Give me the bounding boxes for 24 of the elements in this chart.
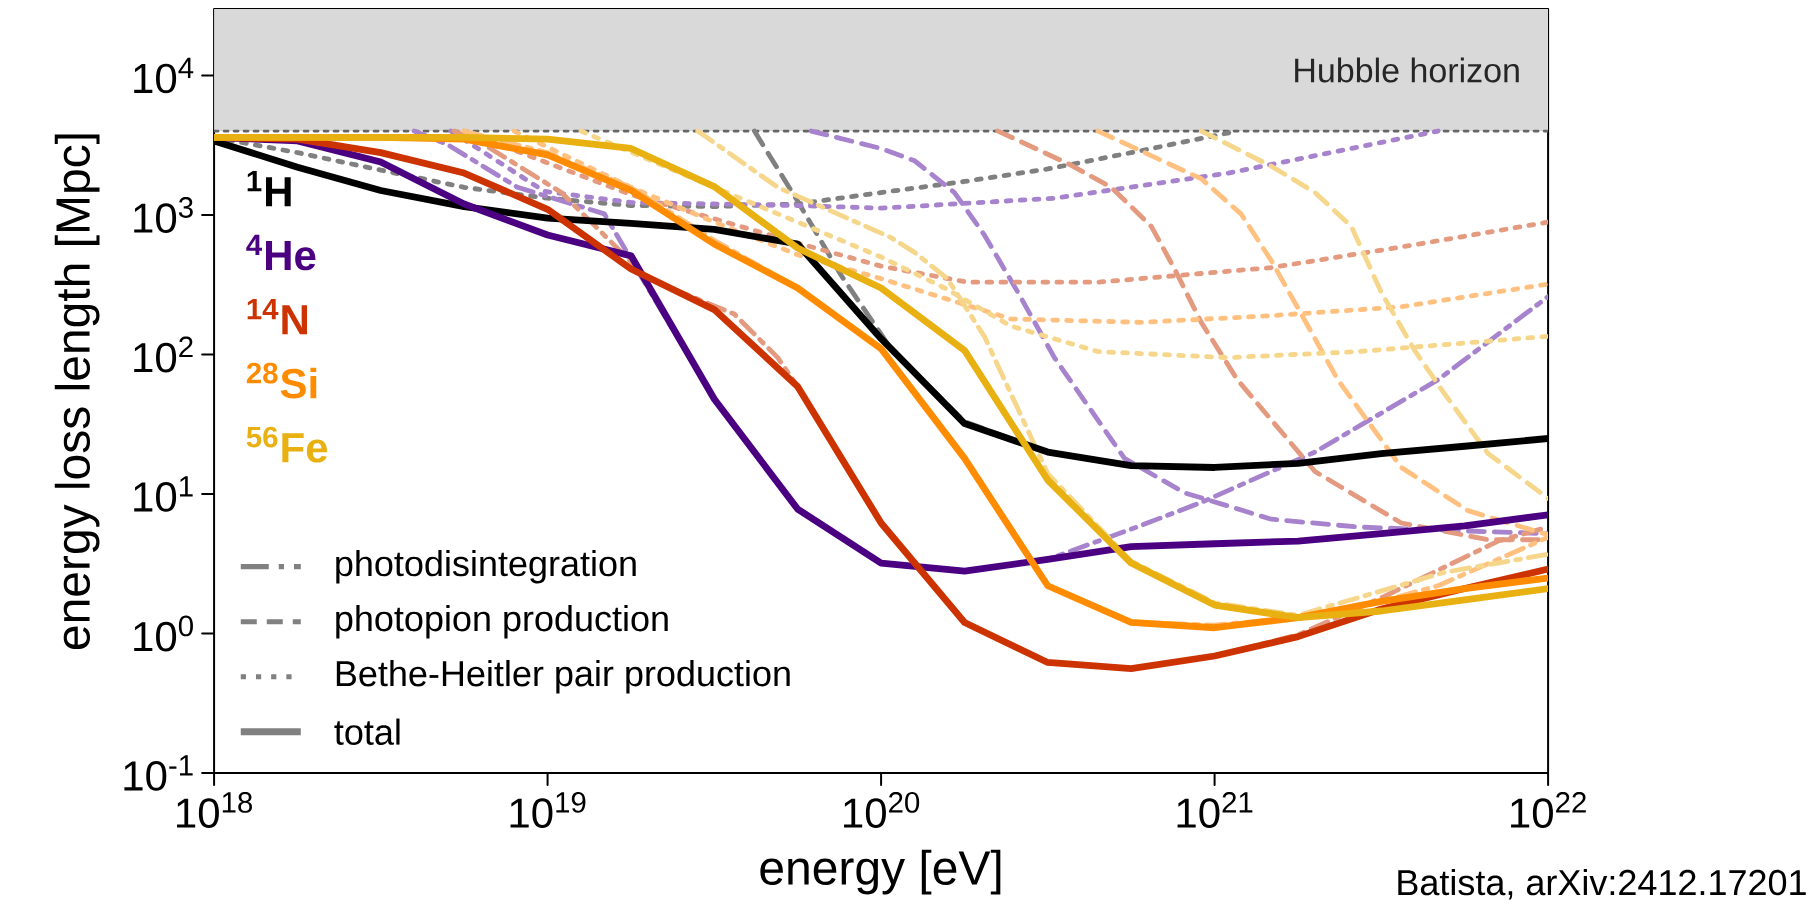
text: $^{14}$N: [247, 298, 308, 335]
y-tick-label: 10$^{2}$: [134, 336, 193, 373]
x-tick-label: 10$^{22}$: [1511, 792, 1586, 828]
annotation: total: [334, 718, 400, 745]
annotation: photopion production: [336, 604, 668, 639]
y-tick-label: 10$^{1}$: [134, 476, 193, 512]
text: $^{4}$He: [246, 234, 316, 271]
x-tick-label: 10$^{19}$: [510, 792, 586, 828]
annotation: photodisintegration: [336, 549, 636, 584]
y-tick-label: 10$^{4}$: [134, 57, 194, 94]
y-tick-label: 10$^{3}$: [134, 197, 193, 233]
y-axis-title: energy loss length [Mpc]: [54, 134, 100, 650]
legend-label: $^{1}$H: [247, 170, 291, 207]
x-tick-label: 10$^{18}$: [177, 792, 252, 828]
band-label: Hubble horizon: [1295, 57, 1519, 83]
annotation: Bethe-Heitler pair production: [336, 659, 790, 694]
y-tick-label: 10$^{0}$: [134, 615, 193, 652]
text: Batista, arXiv:2412.17201: [1398, 868, 1806, 900]
text: $^{28}$Si: [246, 362, 317, 399]
x-tick-label: 10$^{20}$: [844, 792, 920, 828]
x-axis-title: energy [eV]: [760, 849, 1001, 895]
x-tick-label: 10$^{21}$: [1177, 792, 1253, 828]
y-tick-label: 10$^{-1}$: [124, 755, 193, 791]
text: $^{56}$Fe: [246, 426, 328, 463]
